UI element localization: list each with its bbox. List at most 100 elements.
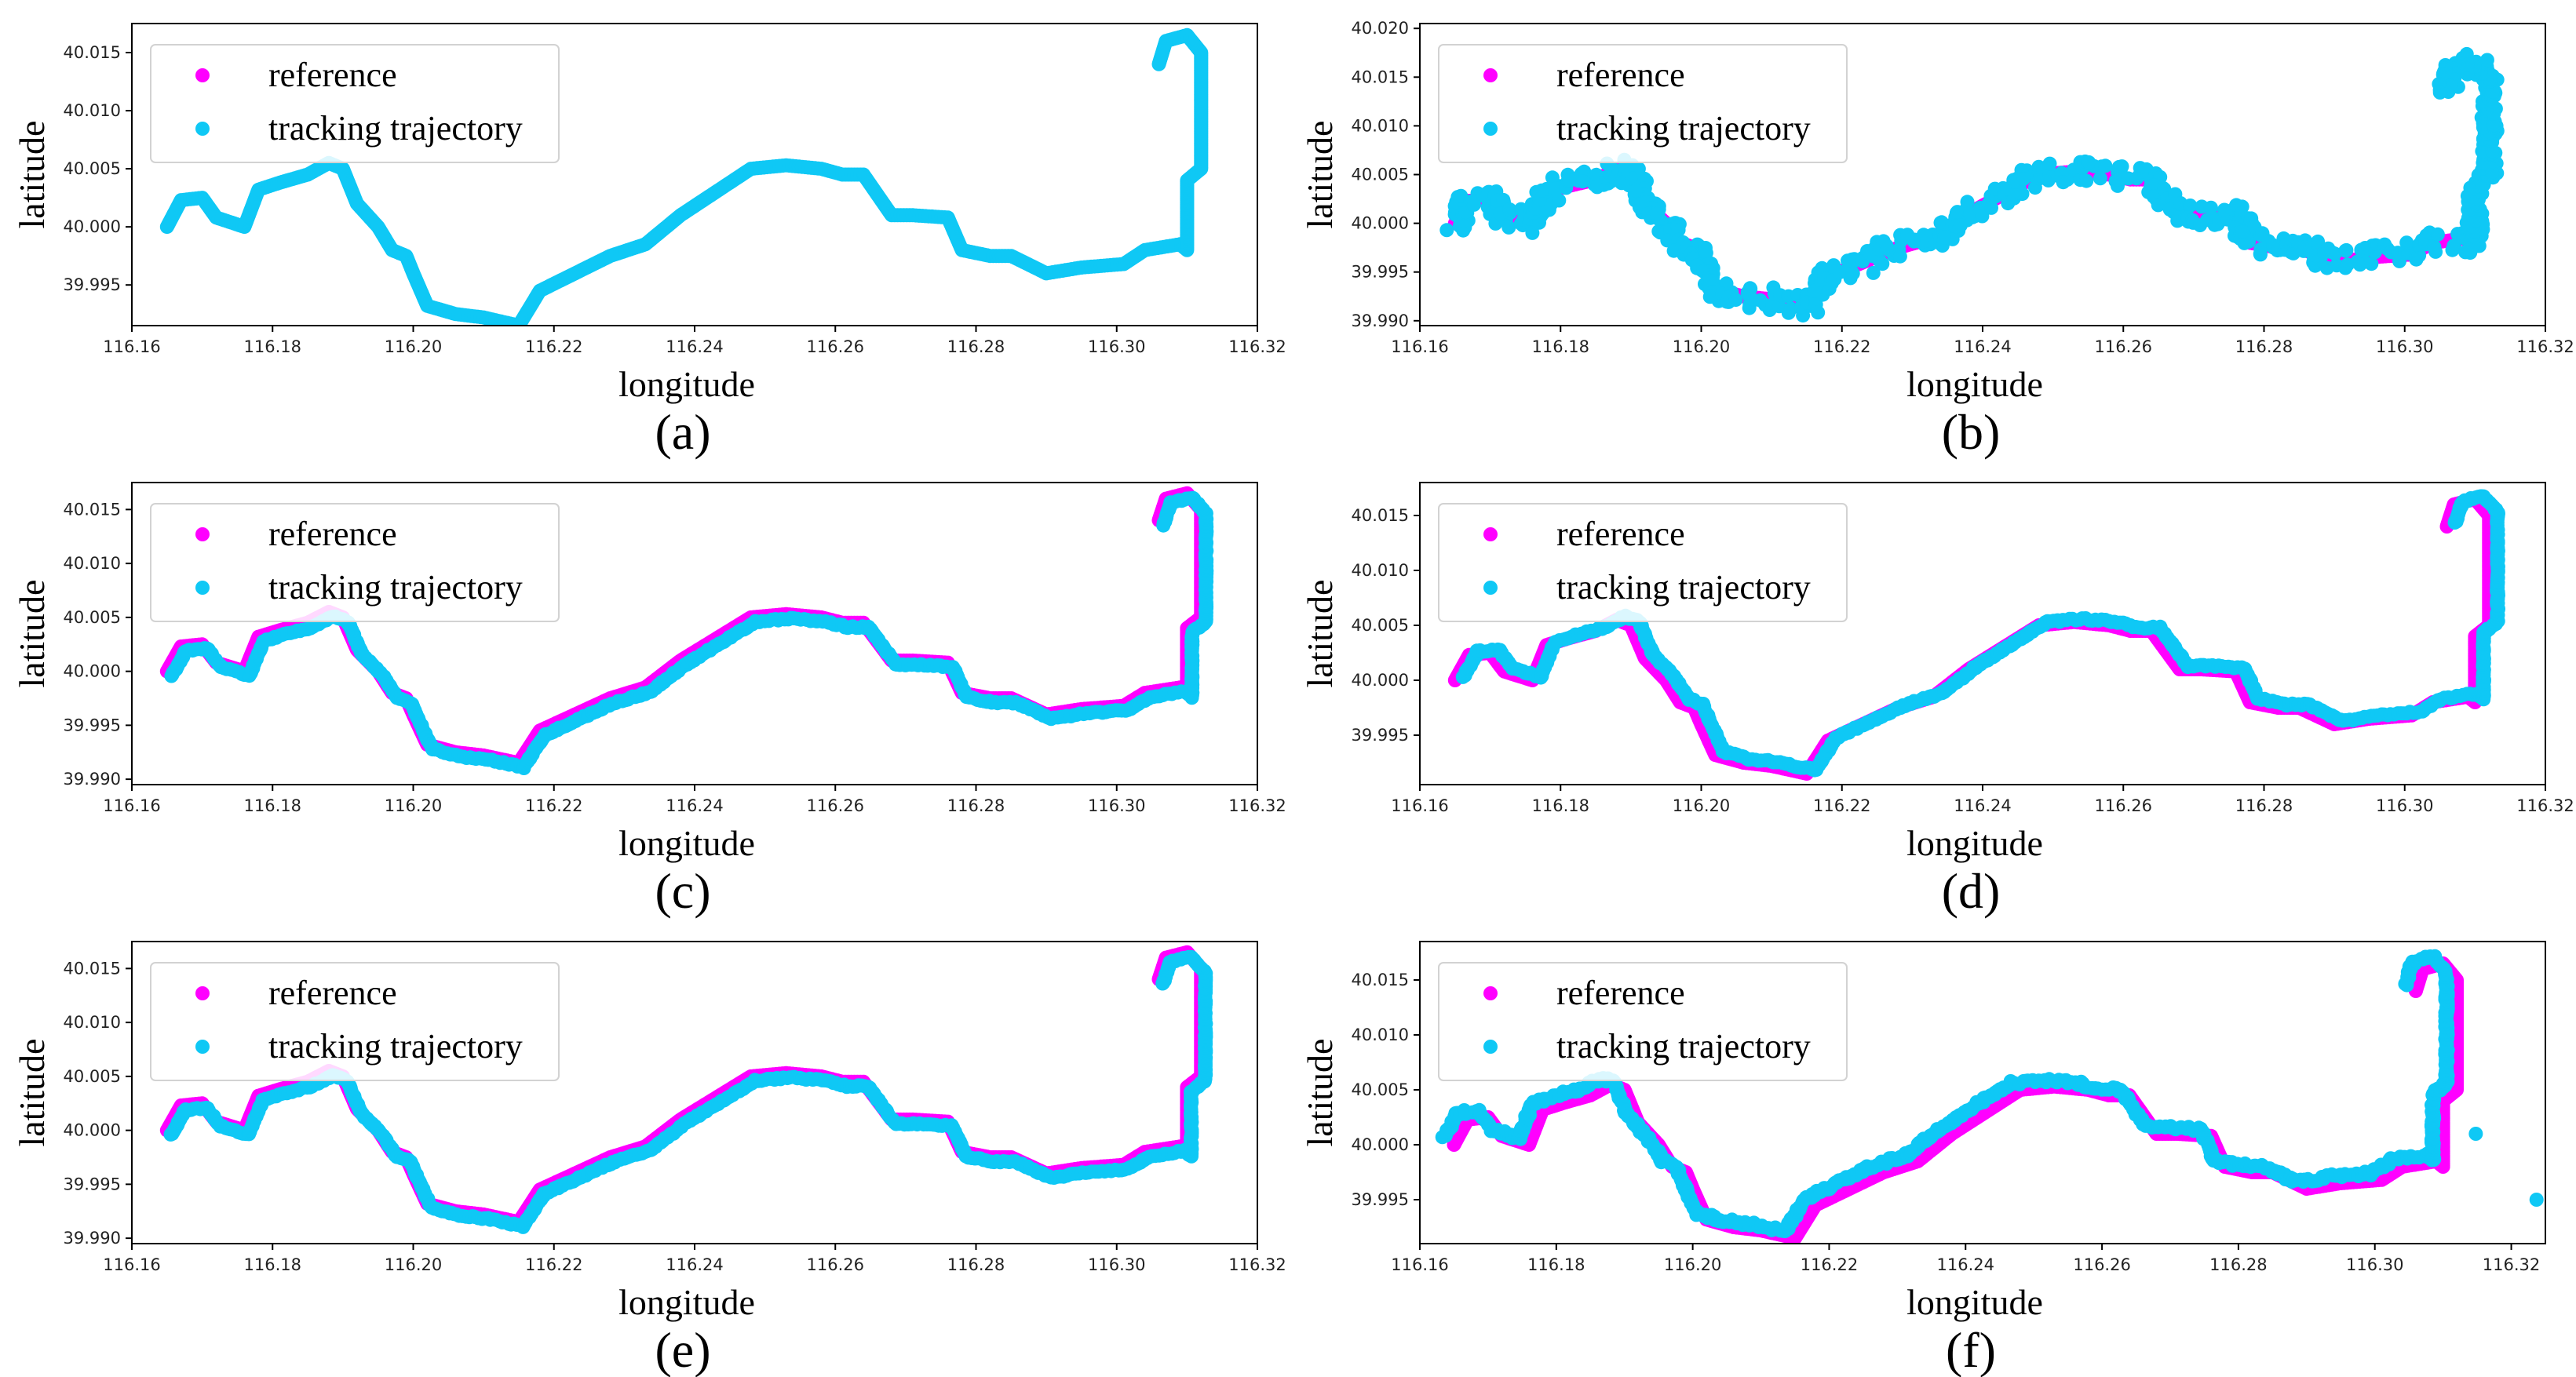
x-tick-label: 116.30 xyxy=(1088,337,1145,356)
tracking-point xyxy=(1742,281,1757,296)
tracking-point xyxy=(2485,144,2500,158)
tracking-point xyxy=(2327,246,2342,261)
y-tick-label: 40.020 xyxy=(1352,19,1409,38)
x-tick-label: 116.32 xyxy=(2516,337,2574,356)
tracking-point xyxy=(1156,518,1171,533)
tracking-point xyxy=(2391,246,2405,260)
tracking-point xyxy=(1698,246,1713,260)
tracking-point xyxy=(2098,158,2113,173)
legend-label-reference: reference xyxy=(268,515,397,553)
y-tick-label: 40.000 xyxy=(1352,214,1409,233)
x-tick-label: 116.18 xyxy=(1532,337,1589,356)
y-tick-label: 40.015 xyxy=(1352,67,1409,86)
legend-box xyxy=(1438,44,1848,163)
panel-label: (b) xyxy=(1942,404,2001,460)
tracking-point xyxy=(2485,165,2499,180)
y-axis-label: latitude xyxy=(12,580,52,688)
legend-marker-tracking xyxy=(195,122,210,136)
tracking-point xyxy=(2297,240,2312,254)
y-tick-label: 40.015 xyxy=(64,43,121,62)
subplot-c: 116.16 116.18 116.20 116.22 116.24 116.26 116.… xyxy=(0,459,1287,919)
y-tick-label: 39.990 xyxy=(64,770,121,789)
y-tick-label: 40.005 xyxy=(64,159,121,178)
tracking-point xyxy=(1562,173,1577,188)
tracking-point xyxy=(1892,249,1907,264)
y-tick-label: 40.000 xyxy=(64,217,121,236)
y-tick-label: 39.990 xyxy=(1352,311,1409,330)
x-tick-label: 116.22 xyxy=(1813,337,1870,356)
tracking-point xyxy=(2311,234,2326,249)
tracking-point xyxy=(2093,171,2107,186)
legend-box xyxy=(150,44,560,163)
legend: reference tracking trajectory xyxy=(150,503,560,622)
tracking-point xyxy=(2203,200,2218,215)
legend-marker-tracking xyxy=(195,581,210,595)
tracking-point xyxy=(1702,290,1717,304)
tracking-point xyxy=(1937,230,1951,245)
tracking-point xyxy=(2042,156,2057,171)
x-tick-label: 116.26 xyxy=(807,337,864,356)
x-tick-label: 116.26 xyxy=(807,796,864,815)
legend-marker-tracking xyxy=(1483,122,1498,136)
legend-marker-reference xyxy=(1483,68,1498,82)
tracking-point xyxy=(2443,78,2458,93)
x-tick-label: 116.20 xyxy=(385,796,442,815)
y-tick-label: 40.005 xyxy=(64,608,121,627)
tracking-point xyxy=(1960,195,1975,209)
tracking-point xyxy=(2430,227,2445,242)
tracking-point xyxy=(1575,174,1590,189)
legend: reference tracking trajectory xyxy=(1438,44,1848,163)
tracking-point xyxy=(2235,224,2249,239)
y-tick-label: 39.995 xyxy=(64,275,121,294)
data-layer xyxy=(1447,489,2505,781)
tracking-point xyxy=(2319,260,2334,275)
chart-b: 116.16 116.18 116.20 116.22 116.24 116.26 116.… xyxy=(1300,19,2574,460)
legend-label-tracking: tracking trajectory xyxy=(1556,109,1811,148)
tracking-point xyxy=(2352,257,2367,272)
legend-label-tracking: tracking trajectory xyxy=(268,568,523,607)
x-tick-label: 116.18 xyxy=(244,796,301,815)
tracking-point xyxy=(1706,274,1720,289)
x-tick-label: 116.32 xyxy=(1228,796,1286,815)
tracking-point xyxy=(2399,235,2414,250)
tracking-point xyxy=(2183,199,2198,213)
y-tick-label: 40.000 xyxy=(64,662,121,681)
legend-marker-reference xyxy=(195,68,210,82)
tracking-point xyxy=(1501,220,1516,235)
x-tick-label: 116.28 xyxy=(2235,337,2293,356)
chart-a: 116.16 116.18 116.20 116.22 116.24 116.26 116.… xyxy=(12,23,1286,460)
panel-label: (a) xyxy=(655,404,710,460)
tracking-point xyxy=(2079,173,2094,188)
x-tick-label: 116.24 xyxy=(1954,337,2011,356)
tracking-point xyxy=(1629,184,1644,199)
data-layer xyxy=(1439,46,2505,323)
x-tick-label: 116.24 xyxy=(666,337,723,356)
tracking-point xyxy=(1807,283,1822,298)
tracking-point xyxy=(2487,118,2501,133)
tracking-series xyxy=(159,27,1209,326)
legend-marker-reference xyxy=(195,527,210,541)
tracking-point xyxy=(1671,223,1686,237)
tracking-point xyxy=(2253,246,2268,261)
x-tick-label: 116.30 xyxy=(2376,337,2433,356)
tracking-point xyxy=(2432,85,2447,100)
chart-d: 116.16 116.18 116.20 116.22 116.24 116.26 116.… xyxy=(1300,482,2574,919)
y-tick-label: 40.010 xyxy=(64,554,121,573)
tracking-point xyxy=(1552,193,1567,208)
tracking-point xyxy=(1875,257,1890,271)
y-tick-label: 40.010 xyxy=(1352,116,1409,135)
x-tick-label: 116.32 xyxy=(1228,337,1286,356)
tracking-point xyxy=(1933,215,1948,230)
tracking-point xyxy=(2427,239,2442,254)
x-tick-label: 116.24 xyxy=(666,796,723,815)
tracking-point xyxy=(2056,175,2071,190)
tracking-point xyxy=(1900,228,1915,242)
tracking-point xyxy=(1984,200,1998,215)
x-axis-label: longitude xyxy=(618,364,755,404)
tracking-point xyxy=(1151,56,1166,71)
legend-label-reference: reference xyxy=(268,56,397,94)
tracking-point xyxy=(2479,53,2494,67)
legend-label-reference: reference xyxy=(1556,56,1685,94)
tracking-point xyxy=(1728,293,1743,308)
